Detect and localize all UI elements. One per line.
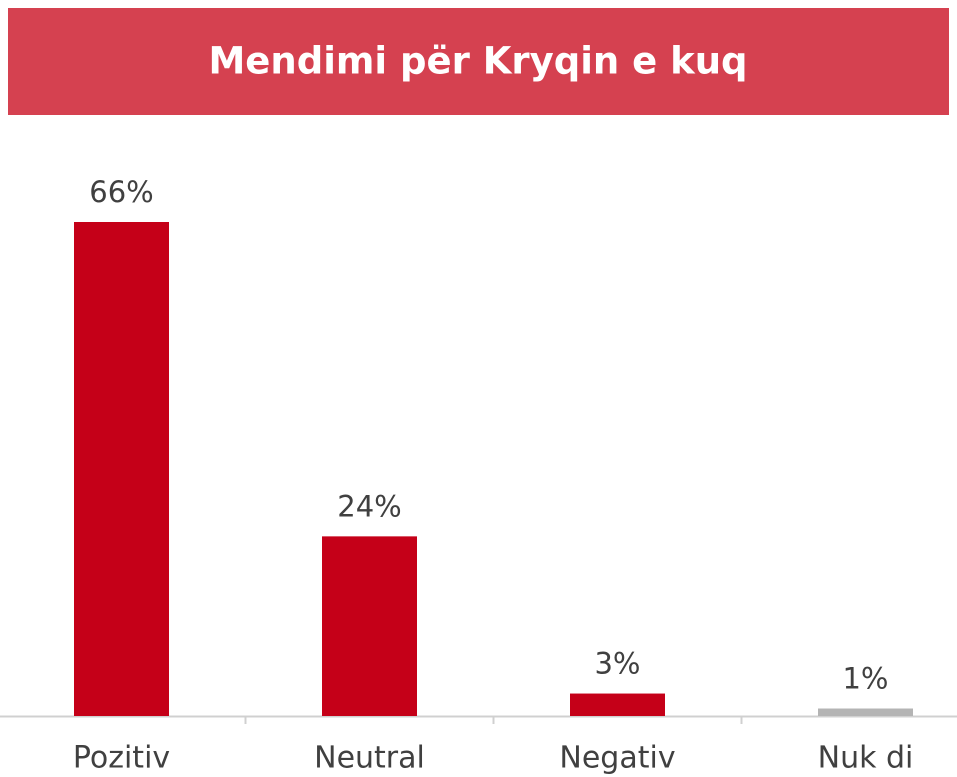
title-banner bbox=[8, 8, 949, 115]
bar bbox=[570, 693, 665, 716]
value-label: 3% bbox=[594, 647, 640, 681]
value-label: 66% bbox=[89, 175, 153, 209]
bar bbox=[322, 536, 417, 716]
bar bbox=[74, 222, 169, 716]
x-tick-label: Pozitiv bbox=[73, 741, 170, 776]
value-label: 24% bbox=[337, 489, 401, 523]
x-tick-label: Negativ bbox=[559, 741, 675, 776]
bar bbox=[818, 708, 913, 716]
x-tick-label: Nuk di bbox=[818, 741, 914, 776]
chart-title: Mendimi për Kryqin e kuq bbox=[208, 40, 747, 83]
value-label: 1% bbox=[842, 662, 888, 696]
x-tick-label: Neutral bbox=[314, 741, 425, 776]
